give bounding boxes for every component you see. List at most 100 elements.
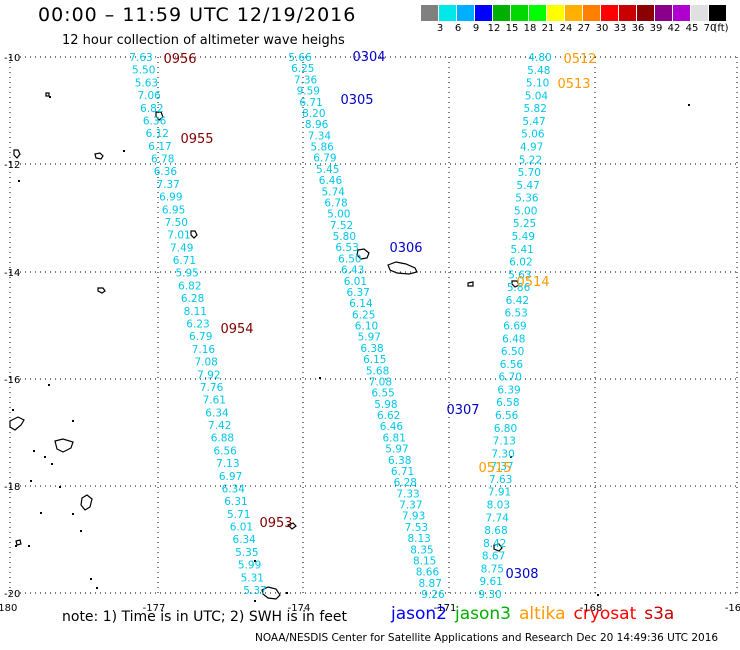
island-dot [254, 600, 256, 602]
color-scale-label: 39 [649, 23, 663, 34]
wave-height-value: 6.56 [500, 359, 524, 371]
wave-height-value: 6.43 [341, 265, 364, 277]
wave-height-value: 7.63 [489, 474, 512, 486]
wave-height-value: 5.97 [358, 332, 381, 344]
wave-height-value: 5.00 [327, 209, 350, 221]
wave-height-value: 6.53 [504, 308, 527, 320]
wave-height-value: 7.16 [192, 344, 216, 356]
wave-height-value: 6.34 [232, 534, 256, 546]
wave-height-value: 6.79 [189, 331, 212, 343]
island-dot [40, 512, 42, 514]
color-scale-swatch [673, 5, 691, 21]
wave-height-value: 6.70 [499, 372, 522, 384]
wave-height-value: 6.78 [151, 154, 174, 166]
wave-height-value: 7.08 [369, 376, 392, 388]
color-scale-swatch [493, 5, 511, 21]
wave-height-value: 5.66 [288, 52, 312, 64]
wave-height-value: 7.76 [200, 382, 224, 394]
wave-height-value: 6.01 [230, 522, 253, 534]
lon-label: -171 [434, 603, 457, 614]
wave-height-value: 5.82 [524, 103, 547, 115]
color-scale-bar [421, 5, 727, 21]
wave-height-value: 5.63 [508, 269, 531, 281]
pass-label: 0304 [352, 50, 385, 65]
wave-height-value: 6.71 [391, 466, 414, 478]
wave-height-value: 5.31 [241, 572, 264, 584]
wave-height-value: 6.95 [162, 204, 185, 216]
legend-item-cryosat: cryosat [573, 604, 637, 624]
island-niuafo [45, 92, 50, 97]
wave-height-value: 8.20 [302, 108, 325, 120]
island-b [13, 149, 21, 159]
wave-height-value: 5.50 [132, 65, 155, 77]
color-scale-swatch [583, 5, 601, 21]
color-scale-label: 27 [577, 23, 591, 34]
wave-height-value: 7.74 [485, 512, 509, 524]
wave-height-value: 7.49 [170, 242, 193, 254]
wave-height-value: 6.46 [380, 421, 404, 433]
wave-height-value: 5.74 [322, 186, 346, 198]
wave-height-value: 6.56 [213, 445, 237, 457]
color-scale-swatch [709, 5, 727, 21]
legend-item-jason2: jason2 [391, 604, 447, 624]
island-dot [123, 150, 125, 152]
wave-height-value: 6.81 [383, 432, 406, 444]
wave-height-value: 6.42 [506, 295, 529, 307]
color-scale-swatch [637, 5, 655, 21]
wave-height-value: 6.15 [363, 354, 386, 366]
wave-height-value: 7.61 [203, 395, 226, 407]
island-dot [597, 594, 599, 596]
wave-height-value: 6.34 [205, 407, 229, 419]
lon-label: -16 [725, 603, 740, 614]
color-scale-label: 33 [613, 23, 627, 34]
wave-height-value: 6.37 [346, 287, 369, 299]
pass-label: 0306 [389, 241, 422, 256]
wave-height-value: 6.79 [313, 153, 336, 165]
wave-height-value: 6.80 [494, 423, 517, 435]
island-dot [48, 384, 50, 386]
lon-label: -174 [288, 603, 311, 614]
wave-height-value: 6.36 [154, 166, 178, 178]
color-scale-swatch [619, 5, 637, 21]
wave-height-value: 6.01 [344, 276, 367, 288]
wave-height-value: 8.66 [416, 567, 440, 579]
island-dot [59, 486, 61, 488]
color-scale-label: 15 [505, 23, 519, 34]
island-dot [254, 560, 256, 562]
wave-height-value: 7.13 [216, 458, 239, 470]
wave-height-value: 6.28 [181, 293, 204, 305]
color-scale-swatch [529, 5, 547, 21]
wave-height-value: 6.38 [360, 343, 383, 355]
color-scale-label: 18 [523, 23, 537, 34]
color-scale-label: 36 [631, 23, 645, 34]
lat-label: -14 [4, 268, 20, 279]
wave-height-value: 9.30 [478, 589, 501, 601]
wave-height-value: 5.70 [518, 167, 541, 179]
wave-height-value: 9.59 [297, 86, 320, 98]
wave-height-value: 5.86 [310, 142, 334, 154]
lat-label: -16 [4, 375, 20, 386]
wave-height-value: 6.71 [173, 255, 196, 267]
wave-height-value: 6.34 [222, 483, 246, 495]
wave-height-value: 6.14 [349, 298, 373, 310]
wave-height-value: 8.75 [481, 563, 504, 575]
wave-height-value: 7.37 [156, 179, 179, 191]
island-tutuila [387, 261, 418, 275]
pass-label: 0513 [557, 77, 590, 92]
wave-height-value: 6.23 [186, 319, 209, 331]
color-scale-swatch [565, 5, 583, 21]
island-dot [44, 456, 46, 458]
wave-height-value: 6.39 [497, 384, 520, 396]
island-j [511, 280, 520, 288]
wave-height-value: 6.56 [495, 410, 519, 422]
wave-height-value: 6.12 [146, 128, 169, 140]
island-l [15, 539, 22, 546]
color-scale-label: 24 [559, 23, 573, 34]
wave-height-value: 5.10 [526, 78, 549, 90]
wave-height-value: 8.13 [407, 533, 430, 545]
island-dot [15, 545, 17, 547]
color-scale-swatch [601, 5, 619, 21]
wave-height-value: 8.87 [419, 578, 442, 590]
island-dot [51, 463, 53, 465]
wave-height-value: 6.36 [143, 115, 167, 127]
